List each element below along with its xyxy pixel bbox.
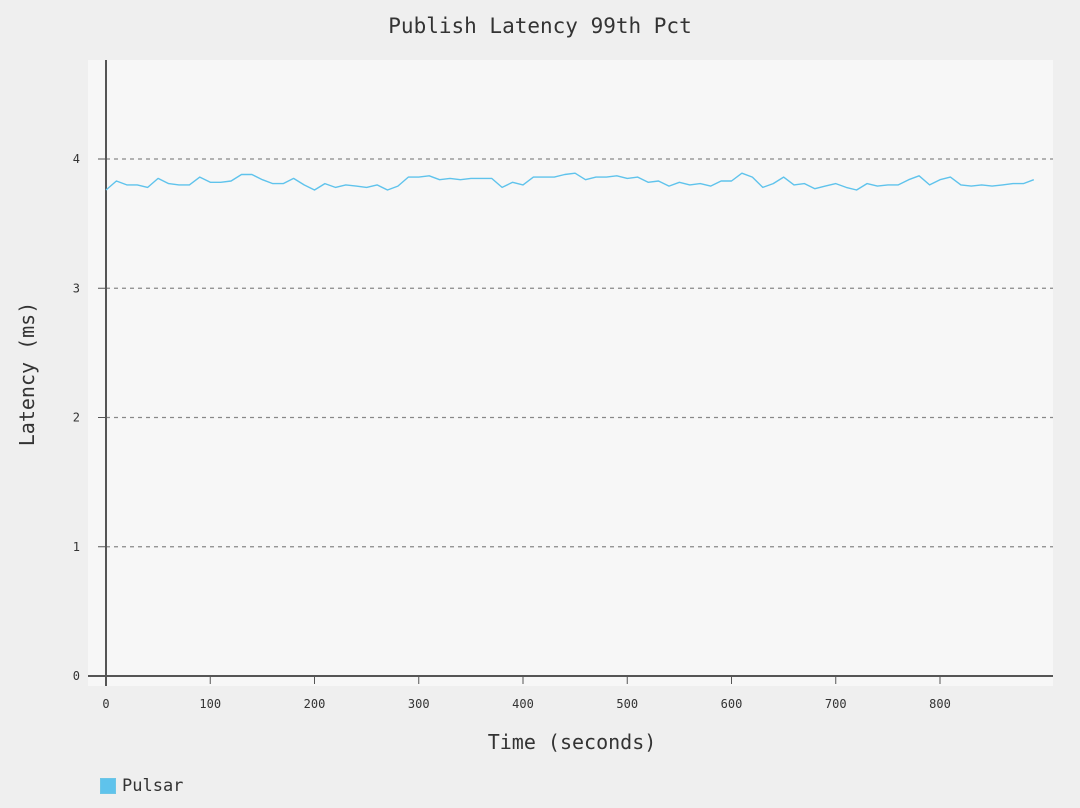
x-axis-label: Time (seconds)	[488, 730, 657, 754]
gridlines	[106, 158, 1053, 548]
plot-area	[88, 60, 1053, 686]
x-tick-label: 600	[721, 697, 743, 711]
tick-labels: 0 1 2 3 4 0 100 200 300 400 500 600 700 800	[73, 152, 951, 711]
x-tick-label: 200	[304, 697, 326, 711]
series-line-pulsar	[105, 172, 1035, 191]
y-tick-label: 3	[73, 281, 80, 295]
x-tick-label: 100	[199, 697, 221, 711]
legend-swatch-pulsar	[100, 778, 116, 794]
y-axis-label: Latency (ms)	[15, 302, 39, 447]
legend-label-pulsar: Pulsar	[122, 776, 184, 796]
x-tick-label: 400	[512, 697, 534, 711]
legend: Pulsar	[100, 776, 183, 796]
chart-title: Publish Latency 99th Pct	[388, 14, 691, 38]
axes	[88, 60, 1053, 686]
x-tick-label: 500	[616, 697, 638, 711]
x-tick-label: 800	[929, 697, 951, 711]
x-tick-label: 700	[825, 697, 847, 711]
series-layer	[105, 172, 1035, 191]
x-tick-label: 0	[102, 697, 109, 711]
y-tick-label: 1	[73, 540, 80, 554]
y-tick-label: 2	[73, 411, 80, 425]
y-tick-label: 4	[73, 152, 80, 166]
y-tick-label: 0	[73, 669, 80, 683]
x-tick-label: 300	[408, 697, 430, 711]
